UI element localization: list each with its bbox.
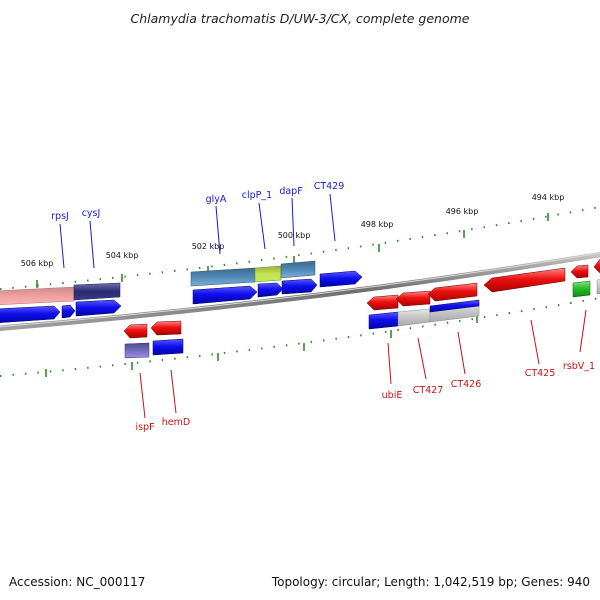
cds-arrow[interactable] — [395, 290, 431, 307]
kbp-label: 506 kbp — [21, 259, 54, 268]
gene-block-CT427[interactable] — [397, 308, 431, 327]
cds-arrow[interactable] — [319, 270, 363, 288]
cds-arrow[interactable] — [192, 285, 258, 305]
forward-gene-labels: rpsJ cysJ glyA clpP_1 dapF CT429 — [51, 181, 345, 269]
cds-arrow[interactable] — [150, 320, 182, 336]
gene-block-pink[interactable] — [0, 286, 75, 305]
kbp-label: 496 kbp — [446, 207, 479, 216]
cds-arrow[interactable] — [593, 258, 600, 274]
gene-label-clpP_1[interactable]: clpP_1 — [242, 190, 272, 201]
leader-line — [579, 309, 587, 353]
cds-arrow[interactable] — [123, 323, 148, 339]
cds-arrow[interactable] — [75, 299, 122, 317]
cds-arrow[interactable] — [257, 282, 284, 298]
leader-line — [89, 220, 95, 269]
gene-block-dapF[interactable] — [280, 260, 316, 279]
gene-block-clpP_1[interactable] — [254, 265, 282, 283]
reverse-cds-track — [123, 258, 600, 359]
cds-arrow[interactable] — [483, 267, 566, 293]
gene-label-CT426[interactable]: CT426 — [451, 379, 482, 390]
gene-block-CT426-top[interactable] — [429, 299, 480, 313]
leader-line — [258, 202, 266, 250]
kbp-label: 502 kbp — [192, 242, 225, 251]
outer-ruler-major-ticks — [36, 213, 549, 288]
gene-label-rpsJ[interactable]: rpsJ — [51, 211, 69, 222]
gene-label-CT429[interactable]: CT429 — [314, 181, 345, 192]
gene-label-ubiE[interactable]: ubiE — [382, 390, 403, 401]
kbp-label: 504 kbp — [106, 251, 139, 260]
reverse-gene-labels: ispF hemD ubiE CT427 CT426 CT425 rsbV_1 — [135, 309, 595, 433]
gene-block-glyA[interactable] — [190, 267, 256, 287]
leader-line — [530, 319, 540, 365]
gene-block-rsbV_1[interactable] — [572, 280, 591, 298]
gene-label-CT425[interactable]: CT425 — [525, 368, 556, 379]
leader-line — [457, 331, 466, 375]
gene-block-hemD[interactable] — [152, 338, 184, 356]
gene-label-CT427[interactable]: CT427 — [413, 385, 444, 396]
gene-label-rsbV_1[interactable]: rsbV_1 — [563, 361, 595, 372]
map-title: Chlamydia trachomatis D/UW-3/CX, complet… — [131, 11, 470, 26]
cds-arrow[interactable] — [570, 264, 589, 279]
gene-block-ispF[interactable] — [124, 342, 150, 359]
kbp-label: 498 kbp — [361, 220, 394, 229]
leader-line — [59, 223, 65, 269]
leader-line — [387, 342, 392, 385]
leader-line — [215, 205, 221, 255]
leader-line — [417, 337, 427, 380]
gene-label-dapF[interactable]: dapF — [279, 186, 302, 197]
cds-arrow[interactable] — [427, 282, 478, 302]
gene-block-edge[interactable] — [596, 279, 600, 295]
gene-block-cysJ[interactable] — [73, 282, 121, 301]
gene-block-ubiE[interactable] — [368, 311, 399, 330]
forward-cds-track — [0, 260, 363, 323]
leader-line — [170, 369, 177, 414]
genome-backbone — [0, 251, 600, 331]
gene-label-glyA[interactable]: glyA — [206, 194, 227, 205]
kbp-label: 494 kbp — [532, 193, 565, 202]
genome-summary: Topology: circular; Length: 1,042,519 bp… — [271, 575, 590, 589]
gene-label-cysJ[interactable]: cysJ — [82, 208, 101, 219]
gene-label-ispF[interactable]: ispF — [135, 422, 154, 433]
cds-arrow[interactable] — [0, 305, 61, 323]
leader-line — [139, 372, 146, 419]
leader-line — [291, 197, 295, 247]
backbone-highlight — [0, 252, 600, 328]
accession-label: Accession: NC_000117 — [9, 575, 145, 589]
cds-arrow[interactable] — [366, 294, 399, 311]
leader-line — [329, 193, 336, 242]
cds-arrow[interactable] — [61, 304, 76, 319]
cds-arrow[interactable] — [281, 278, 318, 295]
gene-label-hemD[interactable]: hemD — [162, 417, 190, 428]
